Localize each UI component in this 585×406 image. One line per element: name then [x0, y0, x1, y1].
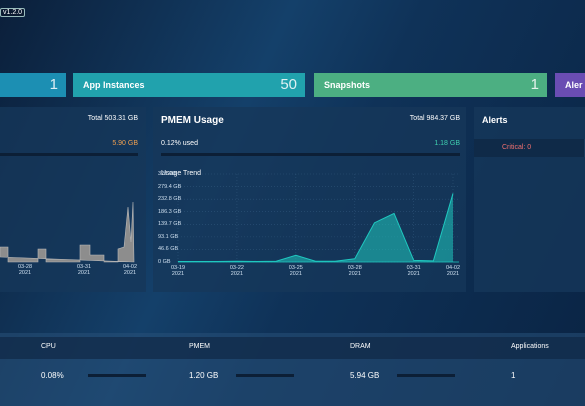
y-tick-label: 326 GB [158, 171, 177, 177]
panel: Total 503.31 GB 5.90 GB 03-28 2021 03-31… [0, 107, 146, 292]
gauge [397, 374, 455, 377]
y-tick-label: 93.1 GB [158, 233, 179, 240]
x-tick-label: 03-31 2021 [406, 265, 421, 277]
tile[interactable]: 1 [0, 73, 66, 97]
table-header-cell: CPU [41, 343, 56, 350]
panel: Alerts Critical: 0 [474, 107, 585, 292]
tile-value: 1 [530, 76, 539, 93]
line [178, 193, 454, 262]
tile[interactable]: Aler [555, 73, 585, 97]
critical: Critical: 0 [502, 144, 532, 151]
tile[interactable]: App Instances 50 [73, 73, 305, 97]
y-tick-label: 279.4 GB [158, 183, 182, 190]
x-tick-label: 03-25 2021 [288, 265, 303, 277]
version-badge: v1.2.0 [0, 8, 26, 17]
panel-title: PMEM Usage [161, 115, 224, 126]
tile-value: 1 [49, 76, 58, 93]
y-tick-label: 232.8 GB [158, 196, 182, 203]
table [0, 333, 585, 406]
table-cell: 1 [511, 371, 516, 380]
used-pct: 0.12% used [161, 140, 198, 147]
progress [161, 153, 460, 156]
tile-label: Aler [565, 80, 583, 90]
table-cell: 5.94 GB [350, 371, 380, 380]
tile-label: App Instances [83, 80, 145, 90]
tile-value: 50 [280, 76, 297, 93]
tile[interactable]: Snapshots 1 [314, 73, 547, 97]
used: 1.18 GB [434, 140, 460, 147]
area [0, 201, 135, 263]
x-tick-label: 03-28 2021 [347, 265, 362, 277]
gauge [236, 374, 294, 377]
x-tick-label: 03-31 2021 [76, 264, 92, 276]
tile-label: Snapshots [324, 80, 371, 90]
gauge [88, 374, 146, 377]
table-header-cell: DRAM [350, 343, 371, 350]
y-tick-label: 0 GB [158, 259, 171, 265]
y-tick-label: 186.3 GB [158, 208, 182, 215]
total: Total 984.37 GB [409, 115, 460, 122]
table-header-cell: Applications [511, 343, 549, 350]
area [178, 193, 453, 262]
table-header-cell: PMEM [189, 343, 210, 350]
progress [0, 153, 138, 156]
y-tick-label: 46.6 GB [158, 246, 179, 253]
x-tick-label: 04-02 2021 [122, 264, 138, 276]
x-tick-label: 03-22 2021 [229, 265, 244, 277]
x-tick-label: 03-19 2021 [170, 265, 186, 277]
total: Total 503.31 GB [87, 115, 138, 122]
table-header [0, 337, 585, 359]
table-cell: 1.20 GB [189, 371, 219, 380]
y-tick-label: 139.7 GB [158, 221, 182, 228]
mini-chart [0, 201, 135, 263]
chart-title: Usage Trend [161, 170, 202, 177]
panel-title: Alerts [482, 115, 508, 125]
x-tick-label: 03-28 2021 [17, 264, 33, 276]
used: 5.90 GB [112, 140, 138, 147]
table-cell: 0.08% [41, 371, 64, 380]
x-tick-label: 04-02 2021 [445, 265, 461, 277]
